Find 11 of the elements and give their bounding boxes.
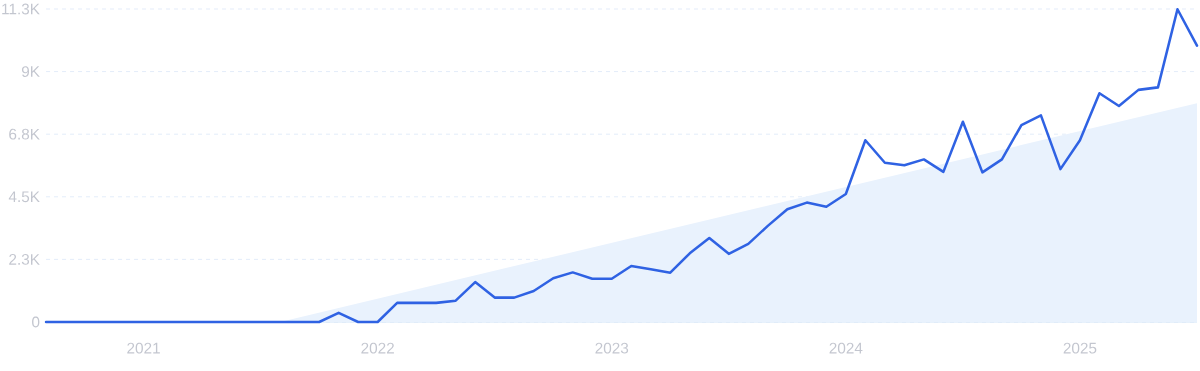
y-tick-label: 0 [32, 316, 40, 328]
x-tick-label: 2023 [595, 342, 629, 354]
y-tick-label: 9K [21, 66, 40, 78]
y-tick-label: 2.3K [9, 253, 40, 265]
y-tick-label: 4.5K [8, 191, 40, 203]
y-tick-label: 6.8K [9, 128, 40, 140]
x-tick-label: 2022 [361, 342, 394, 354]
x-tick-label: 2025 [1063, 342, 1097, 354]
x-tick-label: 2021 [127, 342, 160, 354]
y-tick-label: 11.3K [2, 3, 40, 15]
x-tick-label: 2024 [829, 342, 863, 354]
